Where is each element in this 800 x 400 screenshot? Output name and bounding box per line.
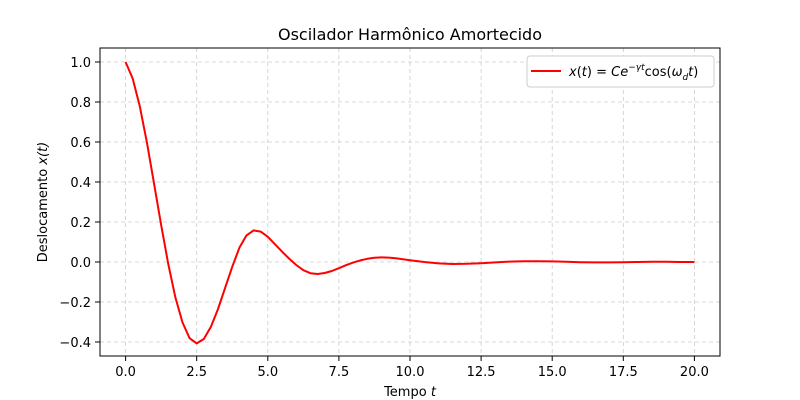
x-tick-label: 0.0 <box>115 365 136 380</box>
x-tick-label: 17.5 <box>609 365 638 380</box>
y-tick-label: −0.4 <box>59 336 91 351</box>
y-tick-label: −0.2 <box>59 296 91 311</box>
y-tick-label: 0.2 <box>70 216 91 231</box>
y-axis: −0.4 −0.2 0.0 0.2 0.4 0.6 0.8 1.0 <box>59 56 100 351</box>
x-tick-label: 2.5 <box>186 365 207 380</box>
series-line <box>124 61 695 345</box>
x-axis-label-var: t <box>431 385 437 400</box>
y-tick-label: 0.8 <box>70 96 91 111</box>
x-axis: 0.0 2.5 5.0 7.5 10.0 12.5 15.0 17.5 20.0 <box>115 356 709 380</box>
legend-label: x(t) = Ce−γtcos(ωdt) <box>568 63 698 83</box>
x-tick-label: 10.0 <box>396 365 425 380</box>
x-axis-label: Tempo t <box>383 385 437 400</box>
y-axis-label: Deslocamento x(t) <box>36 142 51 262</box>
y-axis-label-text: Deslocamento <box>36 165 51 263</box>
x-tick-label: 7.5 <box>329 365 350 380</box>
grid <box>100 48 720 356</box>
x-tick-label: 15.0 <box>538 365 567 380</box>
chart-title: Oscilador Harmônico Amortecido <box>278 25 542 44</box>
y-tick-label: 0.6 <box>70 136 91 151</box>
y-tick-label: 0.4 <box>70 176 91 191</box>
x-tick-label: 12.5 <box>467 365 496 380</box>
x-tick-label: 20.0 <box>680 365 709 380</box>
legend-box <box>526 55 715 88</box>
y-axis-label-var: x(t) <box>36 142 51 166</box>
y-tick-label: 1.0 <box>70 56 91 71</box>
legend: x(t) = Ce−γtcos(ωdt) <box>526 55 715 88</box>
y-tick-label: 0.0 <box>70 256 91 271</box>
x-axis-label-text: Tempo <box>383 385 431 400</box>
x-tick-label: 5.0 <box>257 365 278 380</box>
series-layer <box>124 61 695 345</box>
